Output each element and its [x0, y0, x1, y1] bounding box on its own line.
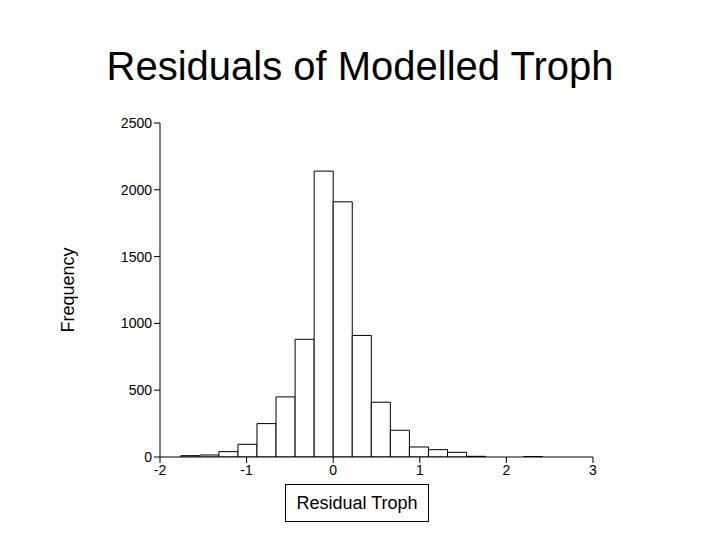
svg-text:0: 0: [329, 462, 337, 478]
html-text:Residual Troph: Residual Troph: [296, 492, 418, 513]
svg-text:1000: 1000: [121, 315, 152, 331]
svg-text:-1: -1: [240, 462, 253, 478]
svg-text:3: 3: [589, 462, 597, 478]
svg-text:-2: -2: [154, 462, 167, 478]
svg-text:Frequency: Frequency: [58, 247, 78, 332]
svg-text:500: 500: [129, 382, 153, 398]
svg-text:1: 1: [416, 462, 424, 478]
svg-text:0: 0: [144, 449, 152, 465]
svg-text:2: 2: [503, 462, 511, 478]
html-text:Residuals of Modelled Troph: Residuals of Modelled Troph: [106, 44, 614, 88]
svg-text:2500: 2500: [121, 115, 152, 131]
svg-text:1500: 1500: [121, 249, 152, 265]
svg-text:2000: 2000: [121, 182, 152, 198]
